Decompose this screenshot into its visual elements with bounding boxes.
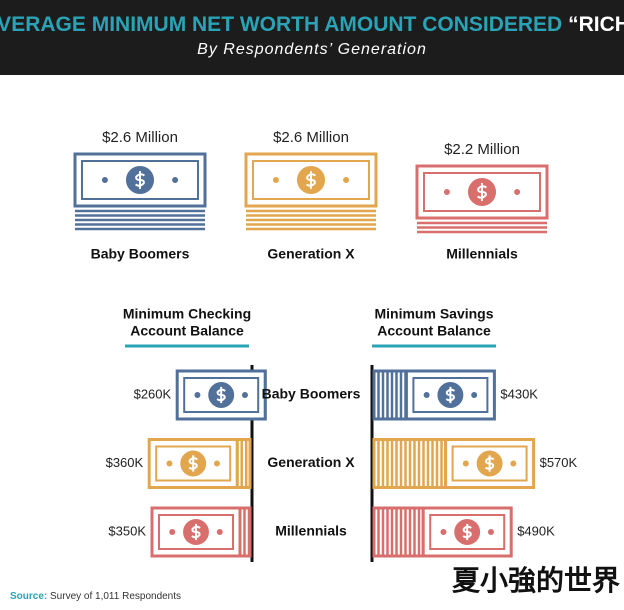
panel-title: Minimum Checking [123, 306, 251, 322]
value-label: $570K [540, 455, 578, 470]
value-label: $2.6 Million [273, 129, 349, 146]
bill-inner [423, 172, 541, 212]
bill-inner [252, 160, 370, 200]
bill-inner [429, 514, 506, 550]
value-label: $2.2 Million [444, 141, 520, 158]
dollar-icon [445, 386, 456, 404]
bill-dot [510, 460, 517, 467]
category-label: Generation X [267, 454, 355, 470]
bill-dot [343, 177, 350, 183]
money-stack [73, 152, 207, 231]
money-stack [244, 152, 378, 231]
bill-inner [155, 445, 232, 482]
bill-dot [471, 392, 478, 398]
bill-dot [172, 177, 179, 183]
dollar-icon [191, 523, 201, 541]
bill-dot [514, 189, 521, 195]
stack-edge [235, 438, 252, 489]
bill-dot [194, 392, 201, 398]
bill-dot [101, 177, 108, 183]
dollar-icon [216, 386, 226, 404]
title-emphasis: “RICH” [568, 13, 624, 36]
money-bar [175, 369, 267, 421]
bill-dot [440, 529, 447, 535]
money-stack [415, 164, 549, 234]
value-label: $360K [106, 455, 144, 470]
watermark-box [452, 562, 620, 602]
money-bar [150, 506, 252, 558]
dollar-icon [476, 183, 488, 201]
bill-inner [81, 160, 199, 200]
category-label: Millennials [275, 523, 347, 539]
bill-dot [272, 177, 279, 183]
money-bar [372, 438, 536, 489]
dollar-icon [462, 523, 472, 541]
money-bar [372, 506, 513, 558]
category-label: Generation X [267, 246, 355, 262]
value-label: $350K [108, 523, 146, 538]
value-label: $490K [517, 523, 555, 538]
bill-dot [423, 392, 430, 398]
value-label: $260K [134, 386, 172, 401]
dollar-icon [134, 171, 146, 189]
bill-dot [487, 529, 494, 535]
bill-inner [412, 377, 489, 413]
title-main: AVERAGE MINIMUM NET WORTH AMOUNT CONSIDE… [0, 13, 562, 36]
stack-edge [372, 506, 425, 558]
category-label: Millennials [446, 246, 518, 262]
header-band [0, 0, 624, 75]
money-bar [147, 438, 252, 489]
dollar-icon [305, 171, 317, 189]
panel-title: Minimum Savings [374, 306, 493, 322]
money-bar [372, 369, 496, 421]
bill-dot [462, 460, 469, 467]
category-label: Baby Boomers [262, 386, 361, 402]
watermark: 夏小強的世界 [452, 564, 620, 597]
chart-subtitle: By Respondents’ Generation [197, 41, 427, 58]
bill-dot [169, 529, 176, 535]
source-text: Survey of 1,011 Respondents [50, 591, 181, 602]
dollar-icon [484, 455, 495, 472]
bill-dot [241, 392, 248, 398]
value-label: $430K [500, 386, 538, 401]
category-label: Baby Boomers [91, 246, 190, 262]
bill-dot [166, 460, 173, 467]
bill-dot [213, 460, 220, 467]
source-note: Source: Survey of 1,011 Respondents [10, 591, 181, 602]
panel-title: Account Balance [130, 323, 244, 339]
chart-title: AVERAGE MINIMUM NET WORTH AMOUNT CONSIDE… [0, 13, 624, 36]
source-label: Source: [10, 591, 47, 602]
value-label: $2.6 Million [102, 129, 178, 146]
bill-inner [183, 377, 260, 413]
panel-title: Account Balance [377, 323, 491, 339]
dollar-icon [188, 455, 198, 472]
bill-inner [158, 514, 234, 550]
bill-inner [451, 445, 528, 482]
bill-dot [443, 189, 450, 195]
bill-dot [216, 529, 223, 535]
